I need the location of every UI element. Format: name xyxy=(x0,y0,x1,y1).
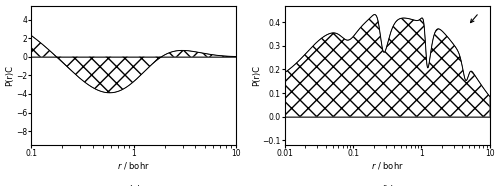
X-axis label: $r$ / bohr: $r$ / bohr xyxy=(118,160,150,171)
Y-axis label: P(r)C: P(r)C xyxy=(252,65,261,86)
Y-axis label: P(r)C: P(r)C xyxy=(6,65,15,86)
Text: (b): (b) xyxy=(380,184,394,186)
Text: (a): (a) xyxy=(127,184,140,186)
X-axis label: $r$ / bohr: $r$ / bohr xyxy=(371,160,404,171)
